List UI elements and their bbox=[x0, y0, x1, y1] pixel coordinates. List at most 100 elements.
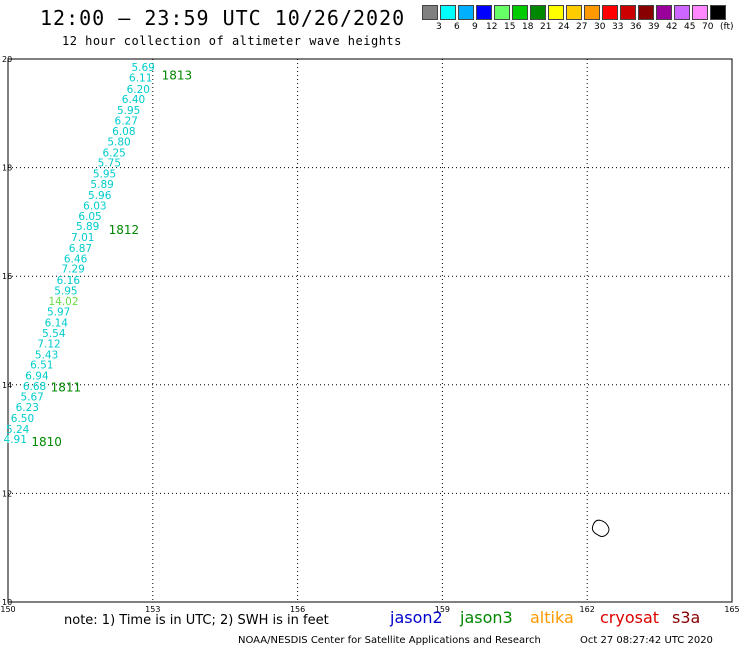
wave-height-value: 5.89 bbox=[90, 179, 113, 191]
legend-label: 9 bbox=[472, 22, 478, 32]
footer: NOAA/NESDIS Center for Satellite Applica… bbox=[238, 635, 713, 646]
legend-label: 42 bbox=[666, 22, 678, 32]
wave-height-value: 5.75 bbox=[98, 158, 121, 170]
wave-height-value: 6.08 bbox=[112, 126, 135, 138]
y-tick-label: 12 bbox=[2, 489, 12, 498]
wave-height-value: 5.95 bbox=[117, 105, 140, 117]
x-tick-label: 165 bbox=[724, 605, 739, 614]
legend-swatch bbox=[584, 5, 600, 20]
wave-height-value: 5.89 bbox=[76, 221, 99, 233]
wave-height-value: 6.27 bbox=[115, 115, 138, 127]
wave-height-value: 6.50 bbox=[11, 413, 34, 425]
legend-label: 33 bbox=[612, 22, 624, 32]
wave-height-value: 6.87 bbox=[69, 243, 92, 255]
wave-height-value: 5.67 bbox=[20, 392, 43, 404]
x-tick-label: 156 bbox=[290, 605, 305, 614]
legend-label: 12 bbox=[486, 22, 498, 32]
y-tick-label: 18 bbox=[2, 164, 12, 173]
legend-swatch bbox=[548, 5, 564, 20]
wave-height-value: 6.40 bbox=[122, 94, 145, 106]
wave-height-value: 6.11 bbox=[129, 72, 152, 84]
legend-swatch bbox=[458, 5, 474, 20]
x-tick-label: 153 bbox=[145, 605, 160, 614]
wave-height-value: 5.24 bbox=[6, 424, 30, 436]
legend-swatch bbox=[422, 5, 438, 20]
legend-swatch bbox=[674, 5, 690, 20]
satellite-jason2: jason2 bbox=[390, 608, 443, 627]
wave-height-value: 5.95 bbox=[93, 169, 116, 181]
legend-label: 39 bbox=[648, 22, 660, 32]
legend-label: 6 bbox=[454, 22, 460, 32]
wave-height-value: 5.54 bbox=[42, 328, 66, 340]
legend-label: 27 bbox=[576, 22, 588, 32]
track-time-label: 1812 bbox=[109, 223, 140, 237]
legend-swatch bbox=[710, 5, 726, 20]
legend-swatch bbox=[494, 5, 510, 20]
wave-height-value: 6.46 bbox=[64, 253, 88, 265]
island-outline bbox=[591, 519, 610, 537]
legend-swatch bbox=[512, 5, 528, 20]
map-subtitle: 12 hour collection of altimeter wave hei… bbox=[62, 34, 402, 48]
legend-label: 70 bbox=[702, 22, 714, 32]
wave-height-value: 7.12 bbox=[37, 339, 60, 351]
legend-swatch bbox=[656, 5, 672, 20]
legend-swatches bbox=[422, 5, 728, 20]
timestamp-text: Oct 27 08:27:42 UTC 2020 bbox=[580, 635, 713, 646]
wave-height-value: 4.91 bbox=[4, 434, 27, 446]
wave-height-value: 5.95 bbox=[54, 285, 77, 297]
wave-height-value: 6.51 bbox=[30, 360, 53, 372]
satellite-cryosat: cryosat bbox=[600, 608, 660, 627]
wave-height-value: 6.23 bbox=[16, 402, 39, 414]
legend-swatch bbox=[476, 5, 492, 20]
legend-label: 18 bbox=[522, 22, 534, 32]
track-time-label: 1813 bbox=[162, 68, 193, 82]
wave-height-value: 5.43 bbox=[35, 349, 58, 361]
map-note: note: 1) Time is in UTC; 2) SWH is in fe… bbox=[64, 613, 329, 628]
legend-swatch bbox=[530, 5, 546, 20]
legend-swatch bbox=[692, 5, 708, 20]
satellite-altika: altika bbox=[530, 608, 574, 627]
legend-label: (ft) bbox=[720, 22, 734, 32]
wave-height-value: 6.20 bbox=[127, 84, 150, 96]
legend-swatch bbox=[440, 5, 456, 20]
satellite-s3a: s3a bbox=[672, 608, 701, 627]
legend-label: 30 bbox=[594, 22, 606, 32]
wave-height-value: 5.69 bbox=[131, 62, 154, 74]
wave-height-color-legend: 3 6 9 12 15 18 21 24 27 30 33 36 39 42 45 70 (ft) bbox=[422, 5, 734, 32]
wave-height-value: 7.29 bbox=[61, 264, 84, 276]
wave-height-value: 6.25 bbox=[102, 147, 125, 159]
legend-swatch bbox=[566, 5, 582, 20]
wave-height-value: 6.05 bbox=[78, 211, 101, 223]
wave-height-value: 14.02 bbox=[48, 296, 78, 308]
y-tick-label: 10 bbox=[2, 598, 12, 607]
wave-height-value: 6.03 bbox=[83, 201, 106, 213]
legend-label: 3 bbox=[436, 22, 442, 32]
map-frame bbox=[7, 58, 733, 603]
legend-swatch bbox=[638, 5, 654, 20]
legend-label: 15 bbox=[504, 22, 516, 32]
wave-height-value: 7.01 bbox=[71, 232, 94, 244]
x-tick-label: 162 bbox=[580, 605, 595, 614]
satellite-jason3: jason3 bbox=[460, 608, 513, 627]
legend-swatch bbox=[620, 5, 636, 20]
track-time-label: 1811 bbox=[51, 381, 82, 395]
legend-label: 45 bbox=[684, 22, 696, 32]
track-time-label: 1810 bbox=[31, 435, 62, 449]
wave-height-value: 6.16 bbox=[57, 275, 81, 287]
legend-labels: 3 6 9 12 15 18 21 24 27 30 33 36 39 42 45 70 (ft) bbox=[422, 20, 734, 32]
map-title: 12:00 – 23:59 UTC 10/26/2020 bbox=[40, 6, 406, 30]
legend-label: 21 bbox=[540, 22, 552, 32]
x-tick-label: 159 bbox=[435, 605, 450, 614]
x-tick-label: 150 bbox=[0, 605, 15, 614]
wave-height-value: 5.96 bbox=[88, 190, 112, 202]
y-tick-label: 20 bbox=[2, 55, 12, 64]
wave-height-value: 5.97 bbox=[47, 306, 70, 318]
credit-text: NOAA/NESDIS Center for Satellite Applica… bbox=[238, 635, 541, 646]
legend-swatch bbox=[602, 5, 618, 20]
wave-height-value: 5.80 bbox=[107, 137, 130, 149]
legend-label: 36 bbox=[630, 22, 642, 32]
wave-height-value: 6.14 bbox=[45, 317, 69, 329]
y-tick-label: 14 bbox=[2, 381, 12, 390]
legend-label: 24 bbox=[558, 22, 570, 32]
